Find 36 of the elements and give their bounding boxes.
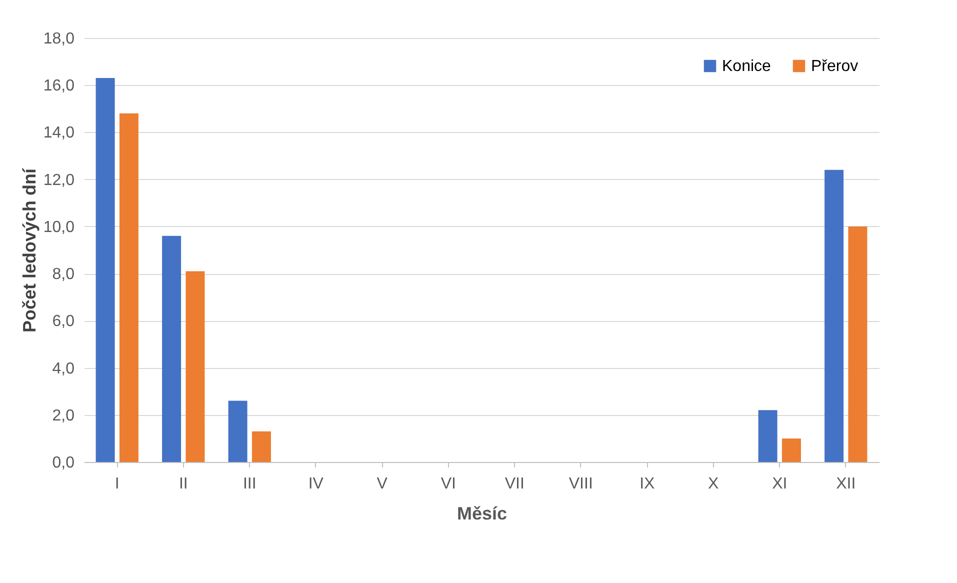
bar bbox=[252, 431, 271, 462]
y-tick-label: 12,0 bbox=[43, 172, 75, 189]
x-tick-label: I bbox=[114, 476, 120, 492]
y-tick-label: 16,0 bbox=[43, 78, 75, 95]
x-tick-label: IX bbox=[640, 476, 656, 492]
y-tick-label: 18,0 bbox=[43, 30, 75, 48]
bar bbox=[96, 78, 115, 462]
bar bbox=[162, 236, 182, 462]
x-tick-label: VI bbox=[440, 476, 456, 492]
x-axis-title: Měsíc bbox=[456, 504, 508, 524]
bar bbox=[228, 400, 248, 462]
x-tick-label: X bbox=[708, 476, 720, 492]
x-tick-label: XI bbox=[772, 476, 788, 492]
x-tick-label: VII bbox=[504, 476, 524, 492]
y-tick-label: 2,0 bbox=[52, 407, 75, 424]
y-tick-label: 14,0 bbox=[43, 124, 75, 142]
x-tick-label: VIII bbox=[568, 476, 593, 492]
y-tick-label: 0,0 bbox=[52, 454, 75, 472]
bar bbox=[186, 271, 205, 462]
y-tick-label: 8,0 bbox=[52, 266, 75, 284]
legend-label: Konice bbox=[722, 58, 772, 75]
legend-label: Přerov bbox=[811, 58, 858, 75]
bar bbox=[848, 226, 868, 462]
x-tick-label: II bbox=[178, 476, 188, 492]
x-tick-label: XII bbox=[836, 476, 856, 492]
bar bbox=[119, 113, 138, 462]
bar bbox=[824, 170, 844, 462]
y-tick-label: 6,0 bbox=[52, 313, 75, 330]
x-tick-label: IV bbox=[308, 476, 324, 492]
bar bbox=[782, 438, 801, 462]
x-tick-label: III bbox=[242, 476, 256, 492]
y-axis-title: Počet ledových dní bbox=[19, 167, 40, 333]
y-tick-label: 10,0 bbox=[43, 218, 75, 236]
y-tick-label: 4,0 bbox=[52, 360, 75, 378]
x-tick-label: V bbox=[376, 476, 388, 492]
bar bbox=[758, 410, 778, 462]
